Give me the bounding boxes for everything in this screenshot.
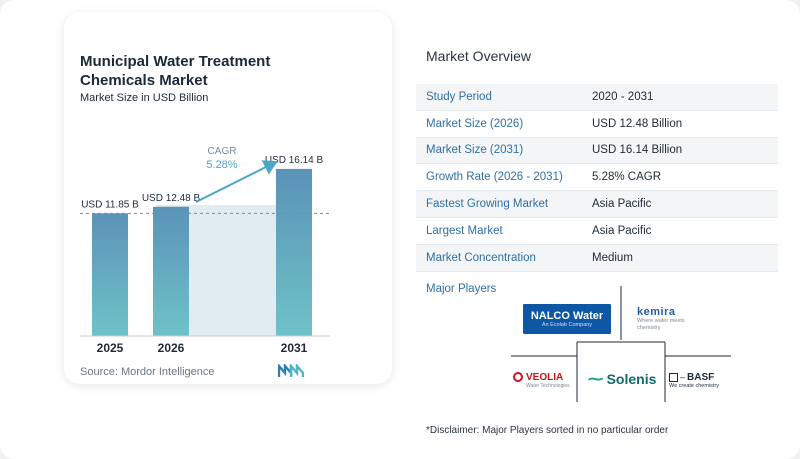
chart-subtitle: Market Size in USD Billion xyxy=(80,92,209,104)
veolia-name: VEOLIA xyxy=(526,371,564,383)
bar-chart: USD 11.85 B 2025 USD 12.48 B 2026 USD 16.14 … xyxy=(80,146,330,355)
nalco-name: NALCO Water xyxy=(530,309,604,322)
basf-sub: We create chemistry xyxy=(669,382,720,389)
row-value: USD 12.48 Billion xyxy=(592,117,683,130)
overview-title: Market Overview xyxy=(426,48,532,64)
row-label: Growth Rate (2026 - 2031) xyxy=(426,171,563,184)
basf-icon xyxy=(669,372,678,382)
basf-logo: – BASF We create chemistry xyxy=(669,366,733,394)
solenis-logo: ⁓ Solenis xyxy=(583,364,661,394)
veolia-icon xyxy=(513,372,523,382)
overview-row: Growth Rate (2026 - 2031) 5.28% CAGR xyxy=(416,164,778,192)
kemira-name: kemira xyxy=(637,306,676,318)
veolia-logo: VEOLIA Water Technologies xyxy=(513,366,573,394)
bar-2031 xyxy=(276,168,312,336)
row-label: Largest Market xyxy=(426,224,503,237)
overview-row: Fastest Growing Market Asia Pacific xyxy=(416,191,778,218)
overview-table: Study Period 2020 - 2031 Market Size (202… xyxy=(416,84,778,272)
x-tick-label: 2026 xyxy=(158,341,185,355)
row-label: Study Period xyxy=(426,90,492,103)
row-value: USD 16.14 Billion xyxy=(592,144,683,157)
row-label: Market Concentration xyxy=(426,251,536,264)
bar-2026 xyxy=(153,206,189,336)
row-value: 2020 - 2031 xyxy=(592,90,654,103)
cagr-arrow xyxy=(195,160,278,203)
kemira-sub: Where water meets chemistry xyxy=(637,318,685,331)
bar-value-label: USD 12.48 B xyxy=(142,193,201,204)
row-value: Medium xyxy=(592,251,633,264)
row-label: Market Size (2031) xyxy=(426,144,524,157)
basf-mark: – BASF xyxy=(669,372,714,383)
solenis-icon: ⁓ xyxy=(587,371,604,388)
bar-value-label: USD 16.14 B xyxy=(265,155,324,166)
overview-row: Market Size (2031) USD 16.14 Billion xyxy=(416,137,778,165)
veolia-sub: Water Technologies xyxy=(526,382,570,389)
row-value: Asia Pacific xyxy=(592,224,652,237)
row-label: Market Size (2026) xyxy=(426,117,524,130)
cagr-value: 5.28% xyxy=(206,159,237,171)
players-grid-lines xyxy=(511,286,731,402)
players-title: Major Players xyxy=(426,283,497,295)
row-value: Asia Pacific xyxy=(592,198,652,211)
disclaimer: *Disclaimer: Major Players sorted in no … xyxy=(426,425,669,436)
row-label: Fastest Growing Market xyxy=(426,198,549,211)
overview-row: Market Size (2026) USD 12.48 Billion xyxy=(416,111,778,138)
x-tick-label: 2031 xyxy=(281,341,308,355)
nalco-water-logo: NALCO Water An Ecolab Company xyxy=(523,304,611,334)
overview-row: Largest Market Asia Pacific xyxy=(416,218,778,245)
mordor-intelligence-logo xyxy=(278,364,304,377)
cagr-label: CAGR xyxy=(208,146,237,157)
chart-title: Municipal Water Treatment Chemicals Mark… xyxy=(80,53,271,89)
overview-row: Market Concentration Medium xyxy=(416,244,778,272)
basf-dash-icon: – xyxy=(680,372,686,382)
players-grid: NALCO Water An Ecolab Company kemira Whe… xyxy=(505,284,735,408)
basf-name: BASF xyxy=(687,371,715,383)
source-text: Source: Mordor Intelligence xyxy=(80,366,215,378)
row-value: 5.28% CAGR xyxy=(592,171,662,184)
bar-2025 xyxy=(92,213,128,336)
veolia-mark: VEOLIA xyxy=(513,372,563,383)
solenis-name: Solenis xyxy=(606,371,657,387)
x-tick-label: 2025 xyxy=(97,341,124,355)
nalco-sub: An Ecolab Company xyxy=(541,321,593,328)
kemira-logo: kemira Where water meets chemistry xyxy=(637,304,727,334)
overview-row: Study Period 2020 - 2031 xyxy=(416,84,778,111)
bar-value-label: USD 11.85 B xyxy=(81,199,139,210)
